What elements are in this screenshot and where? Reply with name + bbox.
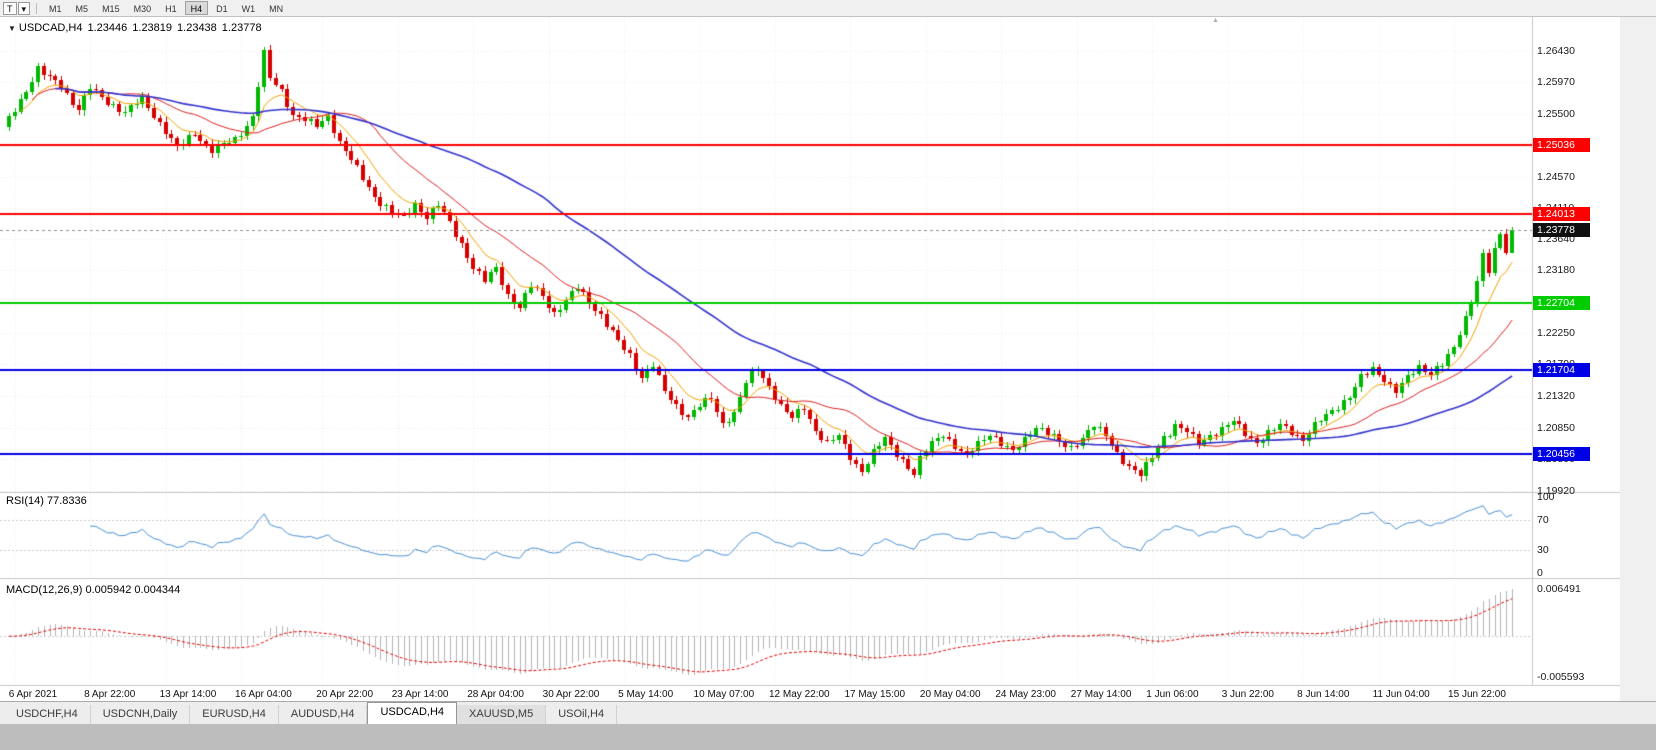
status-bar bbox=[0, 724, 1656, 750]
ohlc-low: 1.23438 bbox=[177, 22, 217, 34]
ohlc-close: 1.23778 bbox=[221, 22, 262, 34]
tab-usdchf-h4[interactable]: USDCHF,H4 bbox=[4, 705, 91, 724]
date-axis-label: 13 Apr 14:00 bbox=[159, 689, 217, 700]
price-tick-label: 1.25970 bbox=[1537, 76, 1575, 88]
price-tick-label: 1.26430 bbox=[1537, 44, 1575, 57]
timeframe-button-w1[interactable]: W1 bbox=[236, 1, 262, 15]
chart-symbol-period: USDCAD,H4 bbox=[18, 22, 83, 34]
date-axis-label: 5 May 14:00 bbox=[618, 689, 674, 700]
date-axis-label: 27 May 14:00 bbox=[1070, 689, 1132, 700]
tab-usdcad-h4[interactable]: USDCAD,H4 bbox=[367, 702, 458, 724]
timeframe-button-m5[interactable]: M5 bbox=[70, 1, 95, 15]
price-tick-label: 1.19920 bbox=[1537, 484, 1575, 497]
tab-audusd-h4[interactable]: AUDUSD,H4 bbox=[279, 705, 368, 724]
tab-xauusd-m5[interactable]: XAUUSD,M5 bbox=[457, 705, 547, 724]
date-axis-label: 17 May 15:00 bbox=[844, 689, 906, 700]
rsi-indicator-label: RSI(14) 77.8336 bbox=[6, 495, 87, 507]
timeframe-button-group: M1 M5 M15 M30 H1 H4 D1 W1 MN bbox=[42, 1, 290, 15]
date-axis-label: 16 Apr 04:00 bbox=[235, 689, 292, 700]
timeframe-button-m30[interactable]: M30 bbox=[128, 1, 158, 15]
date-axis-label: 12 May 22:00 bbox=[769, 689, 830, 700]
symbol-tab-bar: USDCHF,H4 USDCNH,Daily EURUSD,H4 AUDUSD,H4 U… bbox=[0, 701, 1656, 724]
macd-indicator-label: MACD(12,26,9) 0.005942 0.004344 bbox=[6, 584, 181, 596]
tab-usoil-h4[interactable]: USOil,H4 bbox=[546, 705, 618, 724]
date-axis-label: 15 Jun 22:00 bbox=[1448, 689, 1506, 700]
top-toolbar: T ▾ M1 M5 M15 M30 H1 H4 D1 W1 MN bbox=[0, 0, 1656, 17]
hline-price-label[interactable]: 1.25036 bbox=[1533, 138, 1590, 153]
toolbar-separator bbox=[36, 2, 38, 14]
timeframe-button-m15[interactable]: M15 bbox=[96, 1, 126, 15]
date-axis-label: 1 Jun 06:00 bbox=[1146, 689, 1199, 700]
hline-price-label[interactable]: 1.22704 bbox=[1533, 295, 1590, 310]
date-axis-label: 11 Jun 04:00 bbox=[1372, 689, 1430, 700]
collapse-chart-icon[interactable]: ▼ bbox=[8, 24, 16, 33]
timeframe-button-m1[interactable]: M1 bbox=[43, 1, 68, 15]
scroll-position-marker: ▲ bbox=[1212, 17, 1219, 24]
rsi-level-label: 30 bbox=[1537, 544, 1549, 557]
price-tick-label: 1.23180 bbox=[1537, 264, 1575, 277]
rsi-level-label: 100 bbox=[1537, 491, 1555, 503]
ohlc-high: 1.23819 bbox=[132, 22, 173, 34]
rsi-level-label: 70 bbox=[1537, 513, 1549, 526]
macd-min-label: -0.005593 bbox=[1537, 671, 1585, 683]
date-axis-label: 10 May 07:00 bbox=[693, 689, 755, 700]
price-tick-label: 1.22250 bbox=[1537, 327, 1575, 340]
timeframe-button-h1[interactable]: H1 bbox=[159, 1, 183, 15]
hline-price-label[interactable]: 1.24013 bbox=[1533, 207, 1590, 222]
ohlc-open: 1.23446 bbox=[87, 22, 128, 34]
date-axis-label: 30 Apr 22:00 bbox=[542, 689, 600, 700]
timeframe-button-d1[interactable]: D1 bbox=[210, 1, 234, 15]
date-axis-label: 3 Jun 22:00 bbox=[1221, 689, 1274, 700]
date-axis-label: 23 Apr 14:00 bbox=[391, 689, 449, 700]
macd-max-label: 0.006491 bbox=[1537, 583, 1581, 595]
date-axis-label: 8 Jun 14:00 bbox=[1297, 689, 1350, 700]
price-tick-label: 1.25500 bbox=[1537, 107, 1575, 120]
date-axis-label: 28 Apr 04:00 bbox=[467, 689, 524, 700]
tab-usdcnh-daily[interactable]: USDCNH,Daily bbox=[91, 705, 191, 724]
timeframe-button-mn[interactable]: MN bbox=[263, 1, 289, 15]
date-axis-label: 8 Apr 22:00 bbox=[84, 689, 136, 700]
rsi-level-label: 0 bbox=[1537, 567, 1543, 579]
chart-title: ▼ USDCAD,H4 1.23446 1.23819 1.23438 1.23778 bbox=[8, 22, 267, 34]
price-tick-label: 1.21320 bbox=[1537, 390, 1575, 403]
date-axis-label: 20 May 04:00 bbox=[919, 689, 981, 700]
hline-price-label[interactable]: 1.20456 bbox=[1533, 447, 1590, 462]
chart-type-dropdown-icon[interactable]: ▾ bbox=[17, 1, 31, 15]
current-price-label: 1.23778 bbox=[1533, 223, 1590, 238]
price-tick-label: 1.24570 bbox=[1537, 170, 1575, 183]
chart-type-button[interactable]: T bbox=[3, 1, 17, 15]
date-axis-label: 20 Apr 22:00 bbox=[316, 689, 374, 700]
price-tick-label: 1.20850 bbox=[1537, 421, 1575, 434]
timeframe-button-h4[interactable]: H4 bbox=[184, 1, 209, 15]
date-axis-label: 6 Apr 2021 bbox=[8, 689, 58, 700]
tab-eurusd-h4[interactable]: EURUSD,H4 bbox=[190, 705, 279, 724]
hline-price-label[interactable]: 1.21704 bbox=[1533, 363, 1590, 378]
date-axis-label: 24 May 23:00 bbox=[995, 689, 1056, 700]
